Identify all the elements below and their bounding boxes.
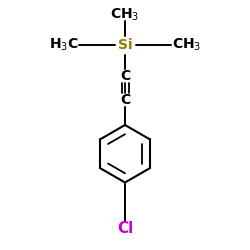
Text: H$_3$C: H$_3$C xyxy=(49,37,78,53)
Text: Si: Si xyxy=(118,38,132,52)
Text: CH$_3$: CH$_3$ xyxy=(110,7,140,23)
Text: C: C xyxy=(120,93,130,107)
Text: Cl: Cl xyxy=(117,221,133,236)
Text: C: C xyxy=(120,69,130,83)
Text: CH$_3$: CH$_3$ xyxy=(172,37,201,53)
